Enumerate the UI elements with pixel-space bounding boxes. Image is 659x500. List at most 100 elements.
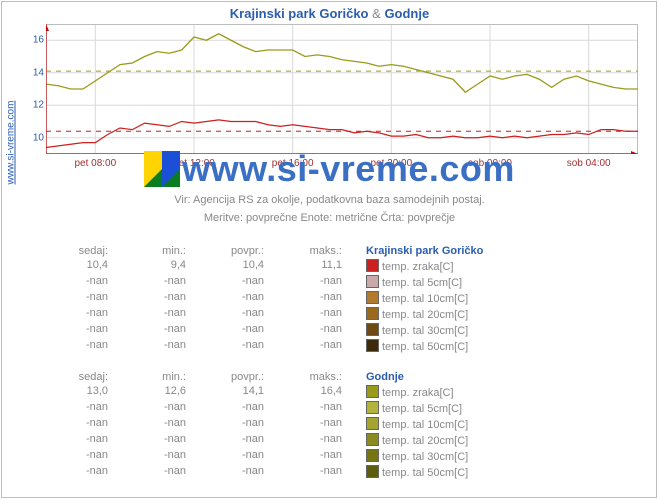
cell-value: -nan (196, 432, 274, 448)
cell-value: -nan (196, 416, 274, 432)
cell-value: -nan (196, 274, 274, 290)
chart-title: Krajinski park Goričko & Godnje (0, 6, 659, 21)
cell-value: 10,4 (196, 258, 274, 274)
x-tick: pet 08:00 (74, 158, 116, 169)
y-tick: 12 (33, 100, 44, 111)
x-tick: pet 16:00 (272, 158, 314, 169)
swatch-icon (366, 401, 379, 414)
table-row: -nan-nan-nan-nantemp. tal 20cm[C] (40, 432, 468, 448)
series-label: temp. zraka[C] (352, 258, 483, 274)
series-label: temp. tal 50cm[C] (352, 464, 468, 480)
cell-value: -nan (118, 448, 196, 464)
cell-value: -nan (274, 306, 352, 322)
table-row: -nan-nan-nan-nantemp. tal 5cm[C] (40, 274, 483, 290)
y-tick: 10 (33, 132, 44, 143)
table-row: 10,49,410,411,1temp. zraka[C] (40, 258, 483, 274)
cell-value: -nan (40, 400, 118, 416)
cell-value: -nan (118, 322, 196, 338)
cell-value: 14,1 (196, 384, 274, 400)
swatch-icon (366, 433, 379, 446)
location-name: Godnje (352, 370, 468, 384)
swatch-icon (366, 385, 379, 398)
cell-value: -nan (196, 464, 274, 480)
swatch-icon (366, 307, 379, 320)
location-table: sedaj:min.:povpr.:maks.:Krajinski park G… (40, 244, 483, 354)
cell-value: -nan (118, 432, 196, 448)
swatch-icon (366, 339, 379, 352)
swatch-icon (366, 465, 379, 478)
cell-value: -nan (40, 416, 118, 432)
cell-value: 12,6 (118, 384, 196, 400)
cell-value: 11,1 (274, 258, 352, 274)
cell-value: -nan (118, 274, 196, 290)
cell-value: -nan (40, 274, 118, 290)
cell-value: -nan (274, 274, 352, 290)
location-name: Krajinski park Goričko (352, 244, 483, 258)
swatch-icon (366, 417, 379, 430)
cell-value: 10,4 (40, 258, 118, 274)
series-label: temp. tal 5cm[C] (352, 274, 483, 290)
col-header: maks.: (274, 244, 352, 258)
col-header: sedaj: (40, 244, 118, 258)
swatch-icon (366, 275, 379, 288)
cell-value: -nan (274, 338, 352, 354)
cell-value: 9,4 (118, 258, 196, 274)
location-table: sedaj:min.:povpr.:maks.:Godnje13,012,614… (40, 370, 468, 480)
x-tick: pet 20:00 (370, 158, 412, 169)
chart-area (46, 24, 638, 154)
x-tick: sob 00:00 (468, 158, 512, 169)
cell-value: -nan (196, 400, 274, 416)
cell-value: -nan (40, 464, 118, 480)
table-row: -nan-nan-nan-nantemp. tal 10cm[C] (40, 290, 483, 306)
title-loc-b: Godnje (384, 6, 429, 21)
cell-value: -nan (40, 290, 118, 306)
series-label: temp. tal 10cm[C] (352, 416, 468, 432)
cell-value: -nan (274, 322, 352, 338)
col-header: maks.: (274, 370, 352, 384)
col-header: min.: (118, 244, 196, 258)
cell-value: -nan (274, 290, 352, 306)
cell-value: -nan (118, 290, 196, 306)
cell-value: 13,0 (40, 384, 118, 400)
title-amp: & (372, 6, 381, 21)
chart-svg (46, 24, 638, 154)
table-row: -nan-nan-nan-nantemp. tal 20cm[C] (40, 306, 483, 322)
cell-value: -nan (196, 448, 274, 464)
cell-value: -nan (274, 448, 352, 464)
cell-value: -nan (40, 432, 118, 448)
table-row: -nan-nan-nan-nantemp. tal 30cm[C] (40, 448, 468, 464)
cell-value: -nan (118, 464, 196, 480)
cell-value: -nan (274, 464, 352, 480)
y-tick: 14 (33, 67, 44, 78)
swatch-icon (366, 449, 379, 462)
swatch-icon (366, 323, 379, 336)
y-tick: 16 (33, 35, 44, 46)
series-label: temp. tal 20cm[C] (352, 432, 468, 448)
series-label: temp. zraka[C] (352, 384, 468, 400)
swatch-icon (366, 259, 379, 272)
source-link[interactable]: www.si-vreme.com (6, 101, 17, 185)
series-label: temp. tal 10cm[C] (352, 290, 483, 306)
cell-value: -nan (196, 322, 274, 338)
subtitle-meta: Meritve: povprečne Enote: metrične Črta:… (0, 212, 659, 224)
cell-value: -nan (118, 416, 196, 432)
col-header: povpr.: (196, 370, 274, 384)
table-row: -nan-nan-nan-nantemp. tal 50cm[C] (40, 338, 483, 354)
table-row: -nan-nan-nan-nantemp. tal 5cm[C] (40, 400, 468, 416)
subtitle-source: Vir: Agencija RS za okolje, podatkovna b… (0, 194, 659, 206)
y-axis-ticks: 10 12 14 16 (26, 24, 44, 154)
cell-value: -nan (118, 338, 196, 354)
data-tables: sedaj:min.:povpr.:maks.:Krajinski park G… (40, 244, 649, 496)
sidebar: www.si-vreme.com (0, 0, 22, 498)
x-tick: pet 12:00 (173, 158, 215, 169)
col-header: sedaj: (40, 370, 118, 384)
swatch-icon (366, 291, 379, 304)
table-row: -nan-nan-nan-nantemp. tal 10cm[C] (40, 416, 468, 432)
cell-value: -nan (40, 322, 118, 338)
cell-value: -nan (274, 400, 352, 416)
table-row: -nan-nan-nan-nantemp. tal 50cm[C] (40, 464, 468, 480)
series-label: temp. tal 20cm[C] (352, 306, 483, 322)
cell-value: -nan (40, 448, 118, 464)
cell-value: -nan (196, 338, 274, 354)
cell-value: -nan (40, 306, 118, 322)
